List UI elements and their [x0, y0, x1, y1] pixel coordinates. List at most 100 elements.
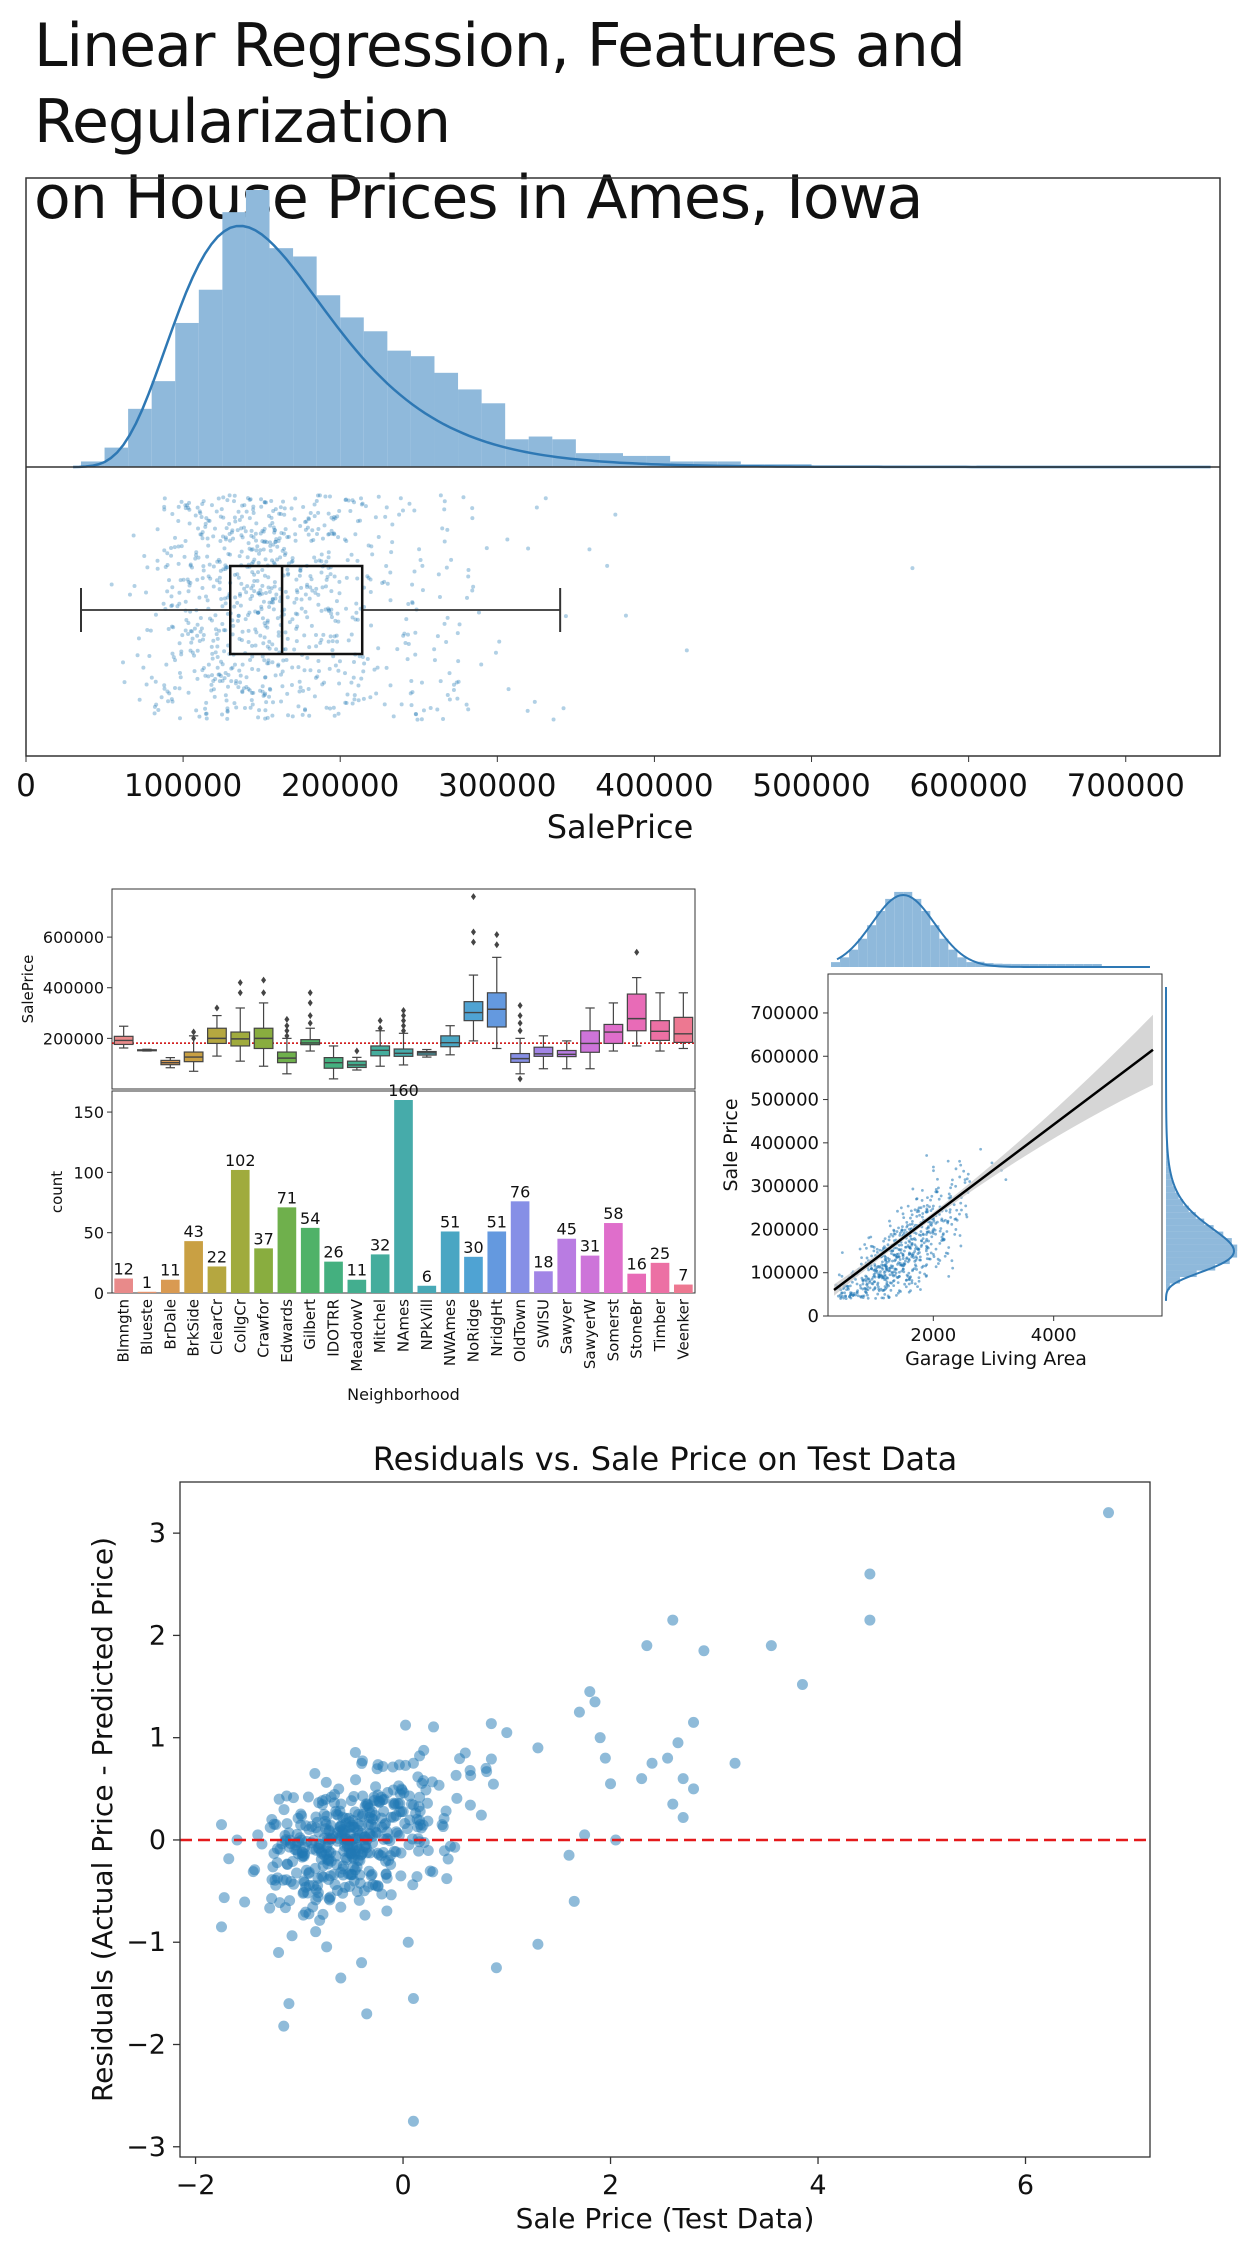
- x-tick-label: 700000: [1067, 768, 1185, 804]
- scatter-point: [934, 1265, 938, 1269]
- scatter-point: [889, 1288, 893, 1292]
- strip-point: [254, 521, 259, 526]
- strip-point: [380, 581, 385, 586]
- strip-point: [224, 526, 229, 531]
- scatter-point: [855, 1282, 859, 1286]
- category-tick-label: Timber: [651, 1298, 669, 1352]
- strip-point: [203, 673, 208, 678]
- strip-point: [352, 500, 357, 505]
- strip-point: [195, 648, 200, 653]
- strip-point: [451, 682, 456, 687]
- strip-point: [360, 654, 365, 659]
- strip-point: [375, 665, 380, 670]
- scatter-point: [897, 1226, 900, 1230]
- strip-point: [319, 608, 324, 613]
- scatter-point: [925, 1203, 929, 1207]
- x-tick-label: 2: [602, 2170, 619, 2201]
- strip-point: [361, 669, 366, 674]
- strip-point: [152, 704, 157, 709]
- histogram-bar: [481, 403, 506, 467]
- strip-point: [260, 583, 265, 588]
- strip-point: [438, 679, 443, 684]
- x-axis-label: Garage Living Area: [905, 1348, 1087, 1370]
- scatter-point: [938, 1242, 942, 1245]
- strip-point: [188, 580, 193, 585]
- scatter-point: [912, 1256, 916, 1260]
- strip-point: [190, 565, 195, 570]
- strip-point: [330, 648, 335, 653]
- strip-point: [435, 707, 440, 712]
- strip-point: [204, 594, 209, 599]
- strip-point: [332, 634, 337, 639]
- scatter-point: [910, 1279, 914, 1282]
- strip-point: [249, 691, 254, 696]
- scatter-point: [909, 1252, 913, 1256]
- strip-point: [353, 532, 358, 537]
- strip-point: [356, 698, 361, 703]
- strip-point: [303, 707, 308, 712]
- strip-point: [272, 580, 277, 585]
- strip-point: [438, 493, 443, 498]
- strip-point: [401, 633, 406, 638]
- strip-point: [305, 525, 310, 530]
- strip-point: [217, 628, 222, 633]
- outlier-marker: [284, 1032, 290, 1040]
- count-bar: [557, 1238, 577, 1293]
- strip-point: [144, 590, 149, 595]
- scatter-point: [911, 1269, 914, 1273]
- strip-point: [309, 623, 314, 628]
- residual-point: [323, 1853, 335, 1865]
- strip-point: [268, 687, 273, 692]
- strip-point: [178, 578, 183, 583]
- strip-point: [466, 568, 471, 573]
- strip-point: [230, 528, 235, 533]
- count-bar: [487, 1231, 507, 1293]
- strip-point: [368, 695, 373, 700]
- scatter-point: [937, 1262, 940, 1265]
- residual-point: [296, 1846, 308, 1858]
- strip-point: [263, 591, 268, 596]
- scatter-point: [939, 1227, 943, 1230]
- scatter-point: [924, 1249, 928, 1253]
- residual-point: [270, 1879, 282, 1891]
- strip-point: [420, 563, 425, 568]
- bar-value-label: 7: [678, 1266, 688, 1285]
- strip-point: [270, 713, 275, 718]
- strip-point: [366, 543, 371, 548]
- strip-point: [230, 665, 235, 670]
- scatter-point: [934, 1232, 937, 1236]
- strip-point: [310, 528, 315, 533]
- strip-point: [223, 563, 228, 568]
- scatter-point: [954, 1228, 958, 1231]
- strip-point: [211, 584, 216, 589]
- strip-point: [166, 699, 171, 704]
- scatter-point: [840, 1251, 844, 1255]
- strip-point: [219, 596, 224, 601]
- strip-point: [234, 705, 239, 710]
- strip-point: [198, 532, 203, 537]
- y-tick-label: −1: [126, 1927, 166, 1958]
- marginal-x-bar: [849, 949, 859, 967]
- outlier-marker: [401, 1012, 406, 1020]
- strip-point: [315, 531, 320, 536]
- strip-point: [261, 529, 266, 534]
- scatter-point: [888, 1266, 891, 1270]
- strip-point: [294, 639, 299, 644]
- strip-point: [237, 591, 242, 596]
- strip-point: [215, 655, 220, 660]
- bar-value-label: 58: [603, 1204, 623, 1223]
- strip-point: [242, 706, 247, 711]
- scatter-point: [901, 1257, 905, 1261]
- strip-point: [201, 666, 206, 671]
- strip-point: [165, 689, 170, 694]
- strip-point: [308, 668, 313, 673]
- strip-point: [211, 564, 216, 569]
- scatter-point: [924, 1274, 928, 1278]
- strip-point: [232, 701, 237, 706]
- marginal-y-bar: [1166, 1264, 1216, 1271]
- strip-point: [292, 600, 297, 605]
- strip-point: [273, 507, 278, 512]
- strip-point: [227, 538, 232, 543]
- outlier-marker: [470, 928, 476, 936]
- residual-point: [532, 1938, 544, 1950]
